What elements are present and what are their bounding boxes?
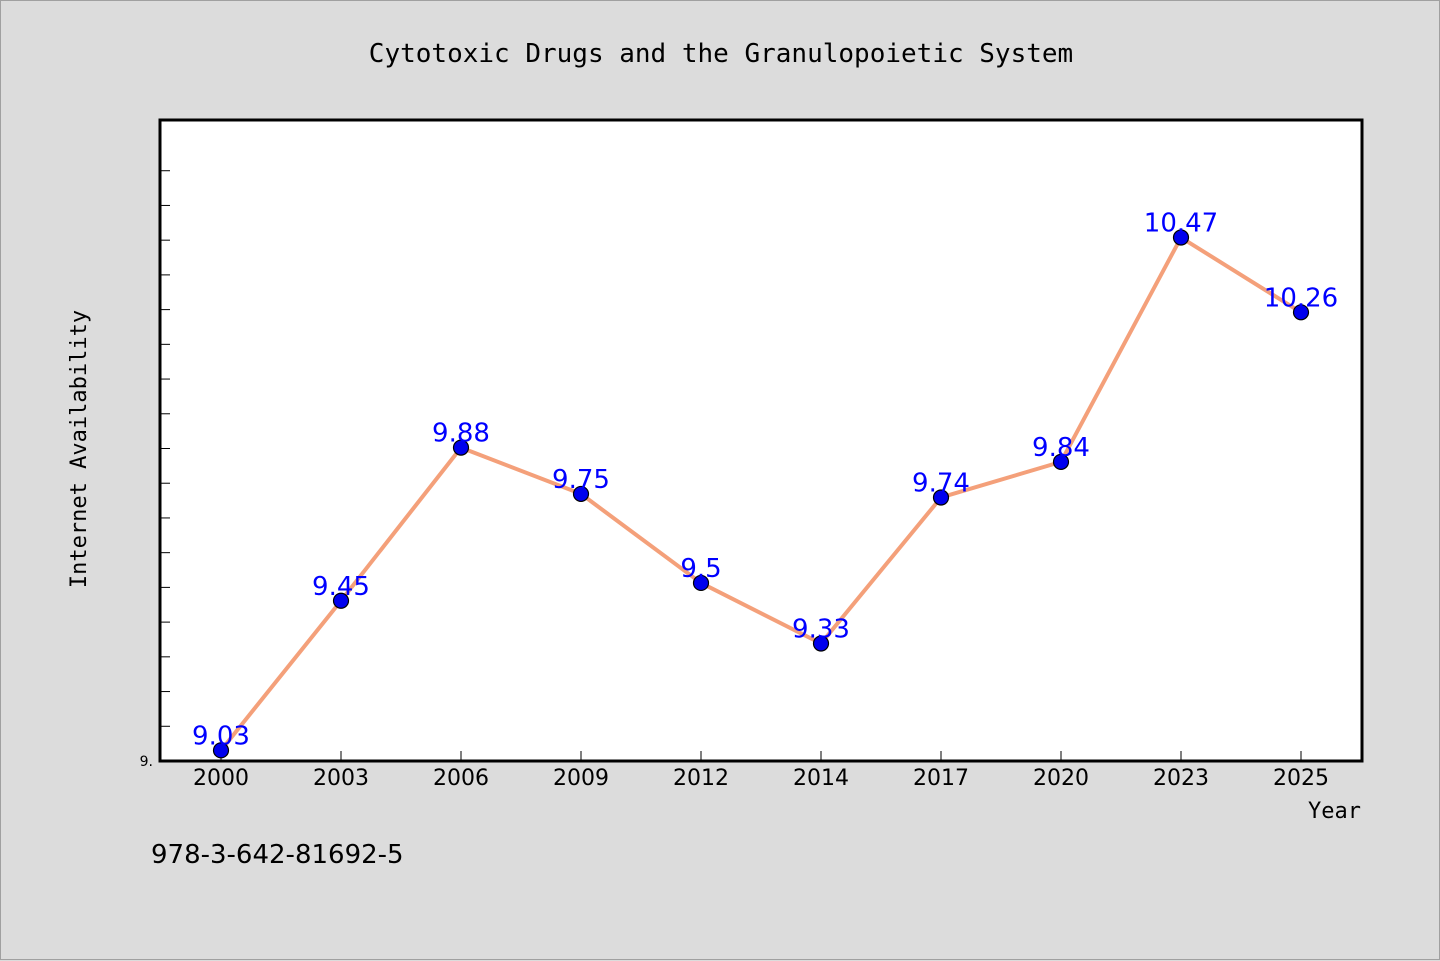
x-tick-label: 2025 <box>1273 766 1329 791</box>
x-tick-label: 2012 <box>673 766 729 791</box>
data-point <box>812 635 830 652</box>
data-label: 9.84 <box>1032 433 1090 463</box>
data-point <box>332 592 350 609</box>
chart-title: Cytotoxic Drugs and the Granulopoietic S… <box>369 39 1073 69</box>
data-point <box>932 489 950 506</box>
data-label: 9.45 <box>312 572 370 602</box>
x-axis-tick-labels: 2000 2003 2006 2009 2012 2014 2017 2020 2023 2025 <box>193 766 1329 791</box>
x-tick-label: 2014 <box>793 766 849 791</box>
x-tick-label: 2006 <box>433 766 489 791</box>
data-label: 10.26 <box>1264 283 1338 313</box>
data-label: 9.5 <box>680 554 721 584</box>
x-tick-label: 2003 <box>313 766 369 791</box>
data-markers <box>212 229 1310 759</box>
data-label: 9.75 <box>552 465 610 495</box>
data-label: 9.88 <box>432 419 490 449</box>
y-axis-ticks <box>160 170 170 762</box>
data-point <box>1172 229 1190 246</box>
data-point <box>572 485 590 503</box>
y-axis-label: Internet Availability <box>67 310 92 588</box>
data-point <box>1052 453 1070 470</box>
x-tick-label: 2009 <box>553 766 609 791</box>
x-axis-label: Year <box>1308 799 1361 824</box>
x-tick-label: 2020 <box>1033 766 1089 791</box>
plot-area <box>158 118 1364 763</box>
data-label: 10.47 <box>1144 209 1218 239</box>
data-label: 9.03 <box>192 721 250 751</box>
data-point <box>452 439 470 456</box>
isbn-footer: 978-3-642-81692-5 <box>151 840 404 870</box>
data-label: 9.33 <box>792 614 850 644</box>
series-line <box>219 235 1303 752</box>
data-labels: 9.03 9.45 9.88 9.75 9.5 9.33 9.74 9.84 10.47 10.2… <box>192 209 1338 752</box>
data-point <box>212 742 230 759</box>
data-point <box>692 574 710 592</box>
data-point <box>1292 304 1310 321</box>
x-tick-label: 2017 <box>913 766 969 791</box>
x-tick-label: 2023 <box>1153 766 1209 791</box>
y-tick-label: 9. <box>140 754 153 770</box>
data-label: 9.74 <box>912 468 970 498</box>
x-tick-label: 2000 <box>193 766 249 791</box>
